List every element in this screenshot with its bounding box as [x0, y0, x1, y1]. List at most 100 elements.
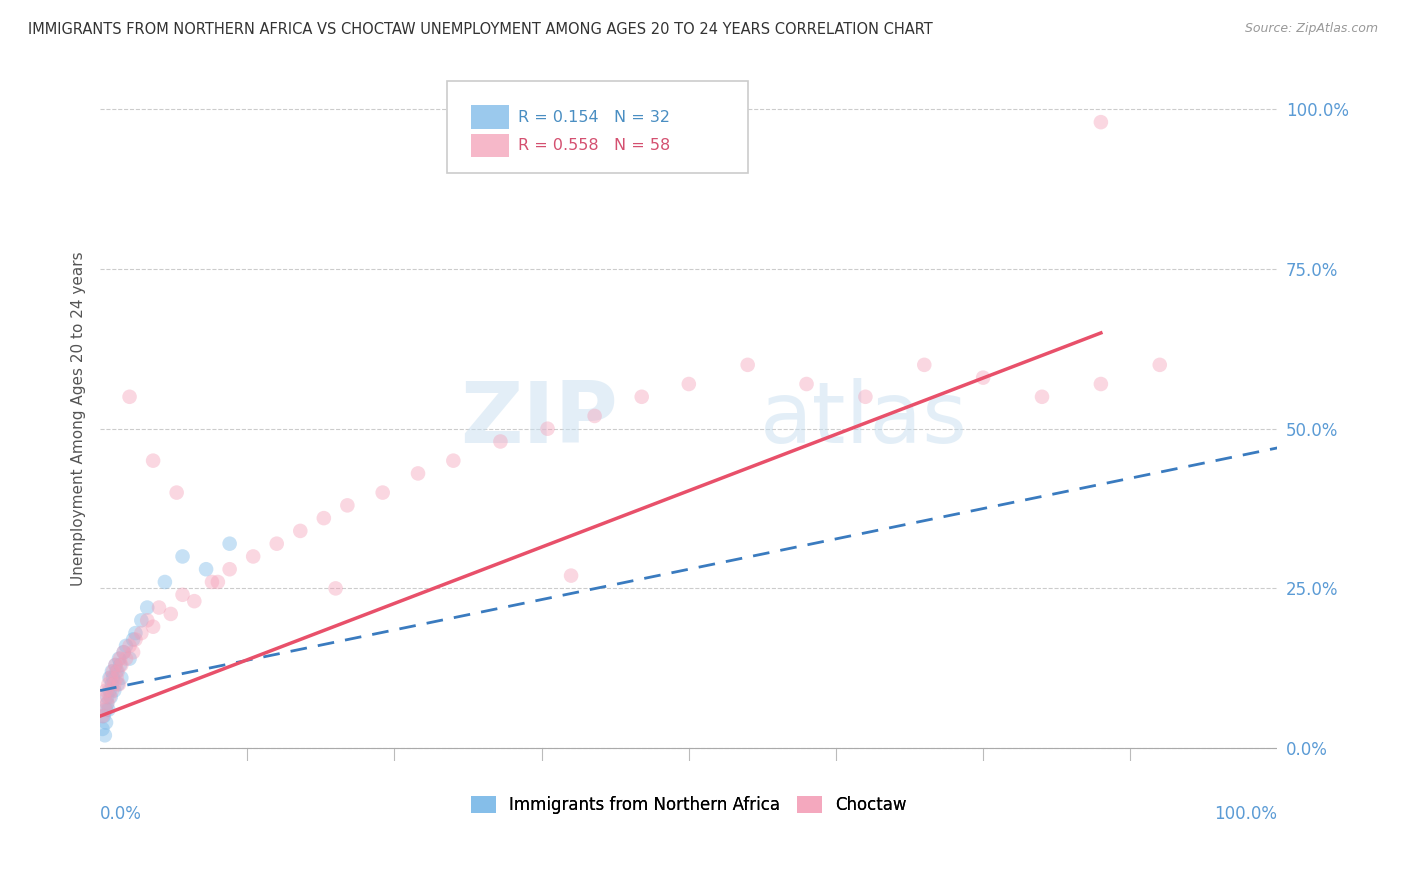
Point — [737, 358, 759, 372]
Point — [172, 588, 194, 602]
Point — [110, 671, 132, 685]
Point — [112, 645, 135, 659]
Text: R = 0.154   N = 32: R = 0.154 N = 32 — [517, 110, 671, 125]
Point — [91, 722, 114, 736]
FancyBboxPatch shape — [447, 81, 748, 173]
Point — [489, 434, 512, 449]
Point — [336, 499, 359, 513]
Point — [100, 690, 122, 704]
Point — [131, 626, 153, 640]
Point — [136, 600, 159, 615]
Point — [242, 549, 264, 564]
Point — [101, 671, 124, 685]
Point — [108, 651, 131, 665]
Point — [371, 485, 394, 500]
Point — [207, 574, 229, 589]
Point — [118, 390, 141, 404]
Point — [142, 620, 165, 634]
Point — [94, 683, 117, 698]
Point — [124, 626, 146, 640]
Text: R = 0.558   N = 58: R = 0.558 N = 58 — [517, 138, 671, 153]
Point — [110, 658, 132, 673]
Point — [312, 511, 335, 525]
Point — [136, 613, 159, 627]
Point — [118, 651, 141, 665]
Point — [406, 467, 429, 481]
Point — [630, 390, 652, 404]
Point — [108, 658, 131, 673]
Point — [195, 562, 218, 576]
Point — [583, 409, 606, 423]
Point — [122, 632, 145, 647]
Point — [97, 677, 120, 691]
Point — [105, 665, 128, 679]
Point — [107, 665, 129, 679]
Point — [1031, 390, 1053, 404]
Point — [1090, 377, 1112, 392]
Point — [325, 582, 347, 596]
Point — [94, 703, 117, 717]
Text: ZIP: ZIP — [460, 377, 619, 460]
Point — [112, 645, 135, 659]
Point — [266, 537, 288, 551]
Point — [93, 709, 115, 723]
Point — [1149, 358, 1171, 372]
Point — [796, 377, 818, 392]
Point — [218, 562, 240, 576]
Point — [98, 671, 121, 685]
Y-axis label: Unemployment Among Ages 20 to 24 years: Unemployment Among Ages 20 to 24 years — [72, 252, 86, 586]
Point — [108, 677, 131, 691]
Point — [441, 453, 464, 467]
Point — [148, 600, 170, 615]
Text: IMMIGRANTS FROM NORTHERN AFRICA VS CHOCTAW UNEMPLOYMENT AMONG AGES 20 TO 24 YEAR: IMMIGRANTS FROM NORTHERN AFRICA VS CHOCT… — [28, 22, 932, 37]
Text: 100.0%: 100.0% — [1215, 805, 1278, 823]
Point — [103, 683, 125, 698]
Point — [560, 568, 582, 582]
Point — [98, 690, 121, 704]
Point — [122, 645, 145, 659]
Text: atlas: atlas — [759, 377, 967, 460]
Point — [855, 390, 877, 404]
Point — [101, 677, 124, 691]
Point — [104, 658, 127, 673]
Point — [101, 665, 124, 679]
Point — [104, 658, 127, 673]
Point — [91, 709, 114, 723]
Point — [115, 651, 138, 665]
Point — [172, 549, 194, 564]
Point — [678, 377, 700, 392]
Point — [183, 594, 205, 608]
Point — [912, 358, 935, 372]
FancyBboxPatch shape — [471, 105, 509, 128]
Point — [103, 677, 125, 691]
Point — [118, 639, 141, 653]
Legend: Immigrants from Northern Africa, Choctaw: Immigrants from Northern Africa, Choctaw — [464, 789, 914, 821]
Point — [1090, 115, 1112, 129]
Point — [105, 671, 128, 685]
Point — [972, 370, 994, 384]
Point — [101, 665, 124, 679]
Point — [93, 690, 115, 704]
Point — [94, 703, 117, 717]
Point — [101, 683, 124, 698]
Point — [290, 524, 312, 538]
Text: 0.0%: 0.0% — [100, 805, 142, 823]
Point — [96, 697, 118, 711]
Point — [98, 683, 121, 698]
Point — [218, 537, 240, 551]
Point — [100, 671, 122, 685]
Point — [97, 703, 120, 717]
Point — [153, 574, 176, 589]
Point — [107, 677, 129, 691]
Point — [536, 422, 558, 436]
Point — [96, 690, 118, 704]
Point — [124, 632, 146, 647]
Point — [94, 715, 117, 730]
Point — [108, 651, 131, 665]
FancyBboxPatch shape — [471, 134, 509, 157]
Point — [159, 607, 181, 621]
Point — [131, 613, 153, 627]
Point — [94, 728, 117, 742]
Text: Source: ZipAtlas.com: Source: ZipAtlas.com — [1244, 22, 1378, 36]
Point — [142, 453, 165, 467]
